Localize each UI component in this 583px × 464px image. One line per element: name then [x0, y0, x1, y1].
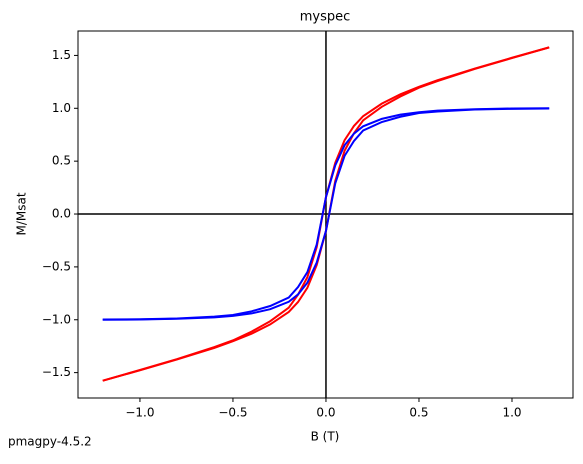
- x-tick-label: −1.0: [125, 406, 154, 420]
- x-tick-label: −0.5: [218, 406, 247, 420]
- y-tick-label: 0.5: [52, 154, 71, 168]
- series-line: [102, 107, 550, 321]
- y-tick-label: 1.5: [52, 48, 71, 62]
- y-tick-label: −1.5: [42, 365, 71, 379]
- footer: pmagpy-4.5.2: [8, 435, 92, 449]
- y-tick-label: −0.5: [42, 259, 71, 273]
- chart-title: myspec: [300, 10, 351, 25]
- y-tick-label: 1.0: [52, 101, 71, 115]
- y-axis-label: M/Msat: [15, 192, 29, 235]
- x-tick-label: 0.0: [316, 406, 335, 420]
- plot-frame: [77, 30, 574, 399]
- y-tick-label: −1.0: [42, 312, 71, 326]
- x-axis-label: B (T): [311, 430, 340, 444]
- x-tick-label: 1.0: [502, 406, 521, 420]
- x-tick-label: 0.5: [409, 406, 428, 420]
- y-tick-label: 0.0: [52, 207, 71, 221]
